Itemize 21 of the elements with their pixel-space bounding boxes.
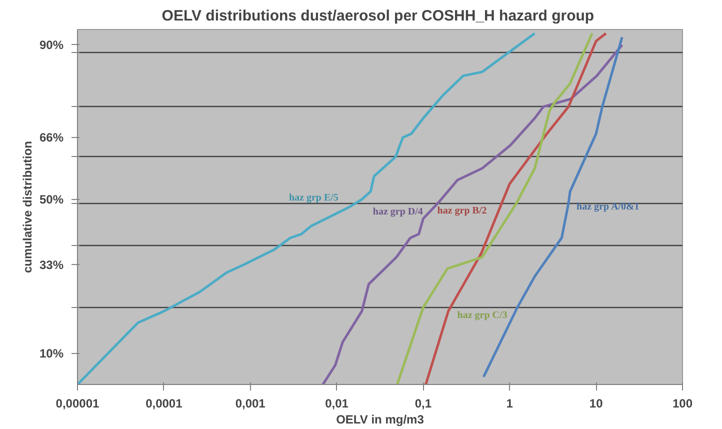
text: haz grp C/3: [457, 310, 508, 322]
x-tick-label: 100: [672, 396, 693, 410]
y-tick-label: 90%: [39, 38, 64, 52]
y-tick-label: 10%: [39, 346, 64, 361]
x-tick-label: 0,1: [414, 396, 432, 410]
x-tick-label: 1: [506, 396, 514, 410]
x-axis-title: OELV in mg/m3: [336, 412, 424, 426]
x-tick-label: 0,0001: [146, 396, 183, 410]
x-tick-label: 0,001: [235, 396, 266, 410]
series-label: haz grp B/2: [437, 206, 487, 217]
series-label: haz grp A/0&1: [576, 202, 640, 213]
x-tick-label: 0,01: [325, 396, 349, 410]
y-tick-label: 66%: [39, 130, 64, 145]
y-tick-label: 33%: [39, 258, 64, 272]
x-tick-label: 10: [589, 396, 604, 410]
series-label: haz grp D/4: [372, 206, 423, 218]
y-tick-label: 50%: [39, 192, 64, 206]
x-tick-label: 0,00001: [56, 396, 100, 410]
series-label: haz grp E/5: [288, 192, 338, 204]
y-axis-title: cumulative distribution: [20, 140, 34, 274]
chart-title: OELV distributions dust/aerosol per COSHH_H hazard group: [162, 8, 594, 24]
